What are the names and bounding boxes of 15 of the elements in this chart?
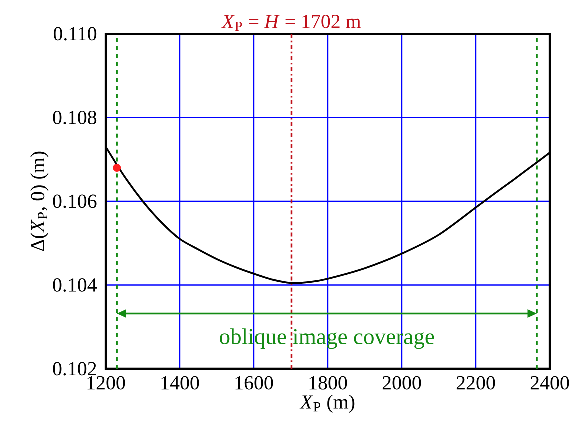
x-tick-label: 2200: [456, 376, 496, 390]
x-axis-title: X$_{P}$ (m): [300, 394, 355, 414]
x-tick-label: 1800: [310, 376, 348, 390]
y-tick-label: 0.104: [53, 278, 98, 292]
ref-line-label: X$_{P}$ = H = 1702 m: [221, 14, 362, 32]
y-tick-label: 0.110: [54, 27, 97, 41]
x-tick-label: 2000: [382, 376, 422, 390]
x-tick-label: 1600: [236, 376, 274, 390]
x-tick-label: 2400: [530, 376, 570, 390]
y-tick-label: 0.108: [53, 110, 97, 125]
y-tick-label: 0.102: [53, 362, 96, 376]
y-axis-title: Δ(X$_{P}$, 0) (m): [30, 152, 49, 252]
x-tick-label: 1400: [162, 376, 200, 390]
y-tick-label: 0.106: [53, 194, 97, 208]
x-tick-label: 1200: [88, 376, 126, 390]
